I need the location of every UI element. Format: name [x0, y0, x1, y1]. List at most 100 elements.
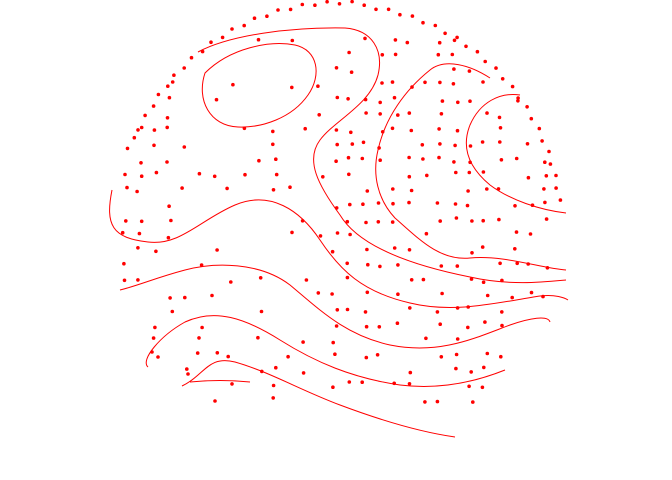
sample-point [286, 354, 290, 359]
sample-point [380, 130, 385, 134]
sample-point [334, 66, 339, 70]
sample-point [137, 231, 142, 236]
sample-point [348, 202, 352, 207]
sample-point [166, 235, 171, 240]
sample-point [136, 278, 140, 282]
sample-point [409, 188, 414, 193]
sample-point [440, 291, 444, 296]
sample-point [200, 325, 204, 330]
sample-point [363, 36, 367, 41]
sample-point [409, 278, 414, 282]
sample-point [365, 189, 370, 193]
sample-point [481, 280, 486, 285]
sample-point [256, 335, 260, 340]
sample-point [420, 143, 425, 147]
sample-point [544, 217, 549, 221]
sample-point [180, 186, 184, 190]
sample-point [303, 126, 308, 131]
sample-point [439, 264, 444, 268]
sample-point [168, 296, 172, 300]
sample-point [260, 369, 264, 374]
sample-point [407, 111, 412, 115]
sample-point [378, 158, 383, 162]
sample-point [547, 149, 551, 154]
sample-point [424, 231, 429, 236]
sample-point [300, 2, 305, 7]
contour-line [109, 189, 569, 308]
sample-point [209, 40, 213, 44]
sample-point [455, 128, 460, 133]
sample-point [361, 140, 366, 145]
sample-point [271, 188, 276, 192]
sample-point [365, 247, 369, 252]
sample-point [541, 294, 545, 299]
sample-point [467, 69, 472, 73]
sample-point [465, 203, 470, 208]
sample-point [455, 306, 460, 310]
sample-point [390, 126, 395, 131]
sample-point [391, 201, 395, 206]
sample-point [242, 126, 247, 131]
sample-point [152, 128, 157, 132]
sample-point [271, 396, 276, 400]
sample-point [348, 232, 352, 237]
sample-point [530, 203, 535, 207]
sample-point [345, 275, 350, 280]
sample-point [347, 380, 352, 384]
sample-point [170, 309, 175, 314]
sample-point [423, 400, 427, 404]
sample-point [470, 251, 474, 255]
sample-point [154, 249, 158, 254]
sample-point [166, 84, 170, 88]
sample-point [526, 175, 531, 180]
sample-point [468, 144, 473, 148]
sample-point [500, 310, 504, 314]
sample-point [123, 172, 127, 177]
sample-point [513, 247, 517, 251]
sample-point [450, 52, 455, 57]
sample-point [409, 128, 414, 133]
sample-point [423, 80, 427, 85]
contour-line [197, 27, 567, 284]
sample-point [124, 219, 128, 223]
sample-point [558, 198, 563, 202]
sample-point [349, 130, 353, 135]
sample-point [288, 7, 293, 12]
sample-point [333, 352, 337, 357]
sample-point [349, 70, 354, 74]
sample-point [482, 365, 486, 370]
sample-point [182, 145, 187, 149]
sample-point [386, 7, 391, 12]
sample-point [480, 385, 485, 390]
sample-point [360, 380, 365, 385]
sample-point [125, 146, 130, 151]
sample-point [252, 16, 257, 21]
sample-point [151, 336, 156, 340]
sample-point [377, 325, 382, 329]
sample-points [120, 0, 563, 404]
sample-point [271, 383, 276, 388]
sample-point [334, 324, 339, 328]
sample-point [525, 105, 529, 109]
sample-point [151, 104, 156, 108]
sample-point [393, 38, 398, 42]
sample-point [334, 159, 338, 163]
sample-point [213, 399, 217, 403]
sample-point [364, 111, 368, 115]
sample-point [182, 66, 186, 70]
sample-point [366, 262, 370, 267]
sample-point [156, 92, 161, 97]
sample-point [395, 321, 400, 326]
sample-point [443, 31, 447, 36]
sample-point [421, 277, 426, 282]
sample-point [154, 170, 159, 175]
sample-point [498, 261, 502, 266]
sample-point [410, 14, 415, 18]
sample-point [398, 12, 402, 17]
sample-point [120, 230, 125, 235]
sample-point [139, 174, 144, 178]
sample-point [435, 399, 440, 404]
sample-point [396, 113, 400, 117]
sample-point [440, 99, 445, 103]
